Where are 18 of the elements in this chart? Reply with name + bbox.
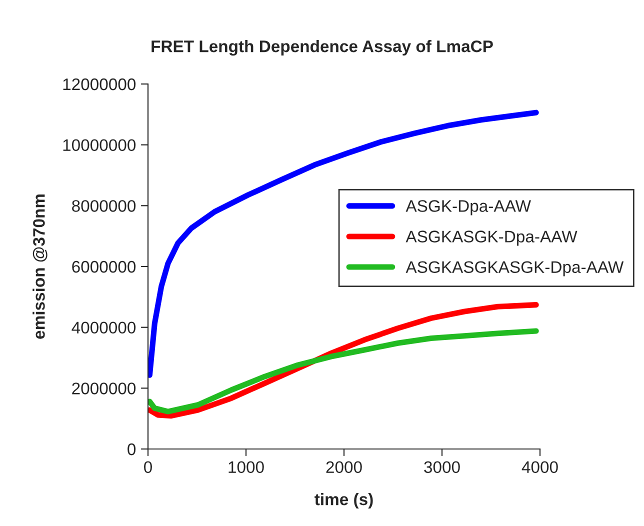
- y-tick-label: 2000000: [72, 382, 136, 394]
- x-tick-label: 2000: [326, 461, 362, 474]
- y-tick-label: 12000000: [63, 78, 136, 90]
- y-tick-label: 6000000: [72, 260, 136, 273]
- legend-label: ASGKASGKASGK-Dpa-AAW: [406, 261, 624, 276]
- x-tick-label: 4000: [522, 461, 558, 474]
- y-tick-label: 0: [128, 443, 136, 456]
- chart-title: FRET Length Dependence Assay of LmaCP: [152, 40, 493, 56]
- legend-label: ASGKASGK-Dpa-AAW: [406, 230, 578, 246]
- x-tick-label: 0: [144, 461, 152, 474]
- x-tick-label: 1000: [228, 461, 264, 474]
- y-tick-label: 10000000: [63, 139, 136, 152]
- y-tick-label: 4000000: [72, 322, 136, 334]
- y-tick-label: 8000000: [72, 200, 136, 212]
- y-axis-title: emission @370nm: [32, 194, 48, 339]
- x-tick-label: 3000: [424, 461, 460, 474]
- legend-label: ASGK-Dpa-AAW: [406, 200, 531, 216]
- x-axis-title: time (s): [314, 493, 373, 509]
